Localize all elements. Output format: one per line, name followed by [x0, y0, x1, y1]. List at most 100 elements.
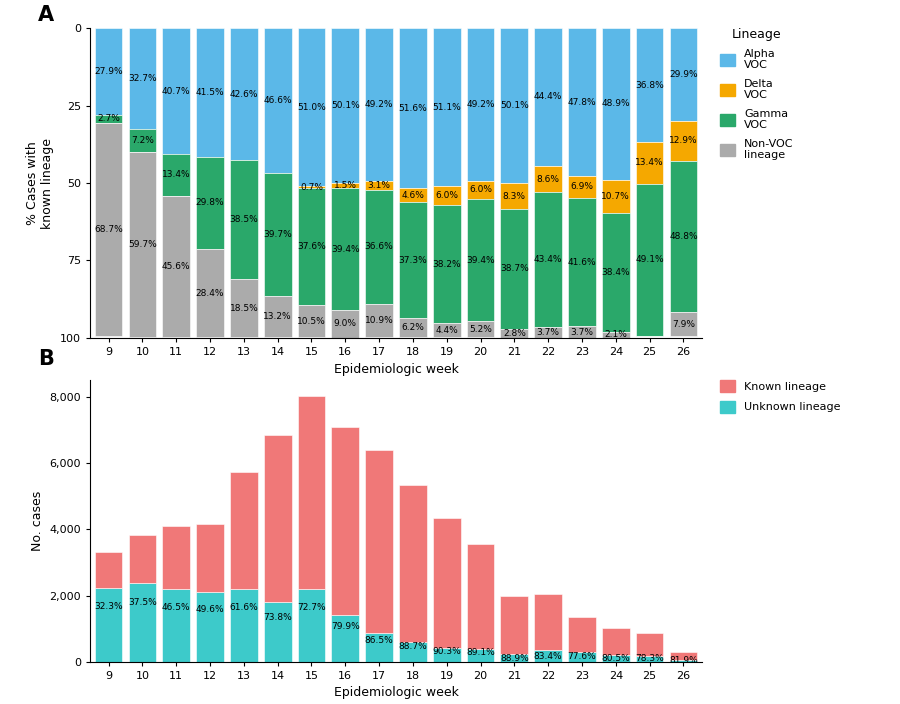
Text: 38.5%: 38.5%: [230, 215, 258, 225]
Bar: [670, 161, 698, 312]
Bar: [500, 183, 528, 209]
Bar: [635, 184, 663, 336]
Bar: [298, 305, 325, 337]
Bar: [433, 517, 461, 648]
Bar: [162, 589, 190, 662]
Bar: [635, 142, 663, 184]
Text: 10.5%: 10.5%: [297, 317, 326, 325]
Text: 2.7%: 2.7%: [97, 114, 120, 123]
Text: 32.3%: 32.3%: [94, 602, 123, 611]
Bar: [162, 154, 190, 196]
Text: 2.1%: 2.1%: [604, 330, 627, 339]
Text: 8.6%: 8.6%: [536, 175, 560, 184]
Bar: [298, 396, 325, 589]
Text: 50.1%: 50.1%: [500, 101, 528, 111]
Bar: [467, 544, 494, 649]
Bar: [635, 655, 663, 662]
Bar: [264, 28, 292, 172]
Text: 6.9%: 6.9%: [571, 182, 593, 191]
Bar: [635, 634, 663, 655]
Bar: [399, 28, 427, 188]
Y-axis label: % Cases with
known lineage: % Cases with known lineage: [26, 137, 54, 229]
Bar: [433, 205, 461, 323]
Text: 81.9%: 81.9%: [669, 656, 698, 665]
Text: 36.8%: 36.8%: [635, 81, 664, 89]
Text: 6.0%: 6.0%: [469, 185, 492, 194]
Bar: [433, 28, 461, 187]
Bar: [196, 157, 224, 249]
Text: 3.7%: 3.7%: [536, 328, 560, 337]
Bar: [670, 312, 698, 337]
Text: 44.4%: 44.4%: [534, 92, 562, 101]
Text: 10.9%: 10.9%: [364, 316, 393, 325]
Bar: [500, 329, 528, 338]
Bar: [568, 176, 596, 198]
Bar: [467, 180, 494, 199]
Bar: [568, 198, 596, 327]
Text: 45.6%: 45.6%: [162, 262, 191, 271]
Text: 49.2%: 49.2%: [364, 100, 393, 109]
Bar: [399, 642, 427, 662]
Bar: [433, 323, 461, 337]
Bar: [602, 332, 630, 338]
Bar: [500, 28, 528, 183]
Bar: [196, 524, 224, 592]
Bar: [196, 249, 224, 337]
Text: 49.1%: 49.1%: [635, 256, 664, 264]
Bar: [129, 152, 157, 337]
Bar: [264, 436, 292, 603]
Bar: [399, 485, 427, 642]
Text: 79.9%: 79.9%: [331, 622, 360, 631]
Text: 46.6%: 46.6%: [264, 96, 292, 105]
Bar: [365, 28, 393, 180]
Bar: [264, 603, 292, 662]
Text: 51.6%: 51.6%: [399, 103, 427, 113]
Text: 41.5%: 41.5%: [195, 88, 224, 97]
Text: 39.4%: 39.4%: [331, 244, 360, 253]
Text: 51.1%: 51.1%: [432, 103, 461, 112]
Text: 10.7%: 10.7%: [601, 191, 630, 201]
Bar: [602, 28, 630, 180]
Bar: [535, 594, 562, 650]
Bar: [298, 589, 325, 662]
Text: 46.5%: 46.5%: [162, 603, 191, 612]
Text: 13.4%: 13.4%: [635, 158, 664, 168]
Bar: [331, 427, 359, 615]
Bar: [129, 535, 157, 583]
Text: 48.8%: 48.8%: [669, 232, 698, 241]
X-axis label: Epidemiologic week: Epidemiologic week: [334, 686, 458, 699]
Bar: [94, 123, 122, 336]
Bar: [365, 180, 393, 190]
Bar: [467, 649, 494, 662]
Text: 8.3%: 8.3%: [503, 191, 526, 201]
Text: 37.6%: 37.6%: [297, 242, 326, 251]
Text: 61.6%: 61.6%: [230, 603, 258, 612]
Text: 3.1%: 3.1%: [367, 181, 391, 190]
Text: 4.4%: 4.4%: [436, 326, 458, 334]
Bar: [500, 209, 528, 329]
Bar: [535, 650, 562, 662]
Text: A: A: [38, 5, 54, 25]
Bar: [568, 28, 596, 176]
Bar: [365, 190, 393, 303]
Bar: [162, 526, 190, 589]
Text: 36.6%: 36.6%: [364, 242, 393, 251]
Bar: [670, 121, 698, 161]
Bar: [602, 213, 630, 332]
Bar: [162, 28, 190, 154]
Text: 5.2%: 5.2%: [469, 325, 492, 334]
Bar: [670, 28, 698, 121]
Text: 18.5%: 18.5%: [230, 303, 258, 313]
Text: 80.5%: 80.5%: [601, 654, 630, 663]
Text: 50.1%: 50.1%: [331, 101, 360, 111]
Bar: [298, 186, 325, 188]
Text: B: B: [38, 349, 54, 369]
Text: 83.4%: 83.4%: [534, 652, 562, 660]
Text: 59.7%: 59.7%: [128, 240, 157, 249]
Bar: [433, 187, 461, 205]
Text: 49.6%: 49.6%: [195, 605, 224, 614]
Text: 89.1%: 89.1%: [466, 648, 495, 657]
Bar: [196, 592, 224, 662]
Text: 41.6%: 41.6%: [568, 258, 597, 267]
Text: 37.5%: 37.5%: [128, 598, 157, 607]
